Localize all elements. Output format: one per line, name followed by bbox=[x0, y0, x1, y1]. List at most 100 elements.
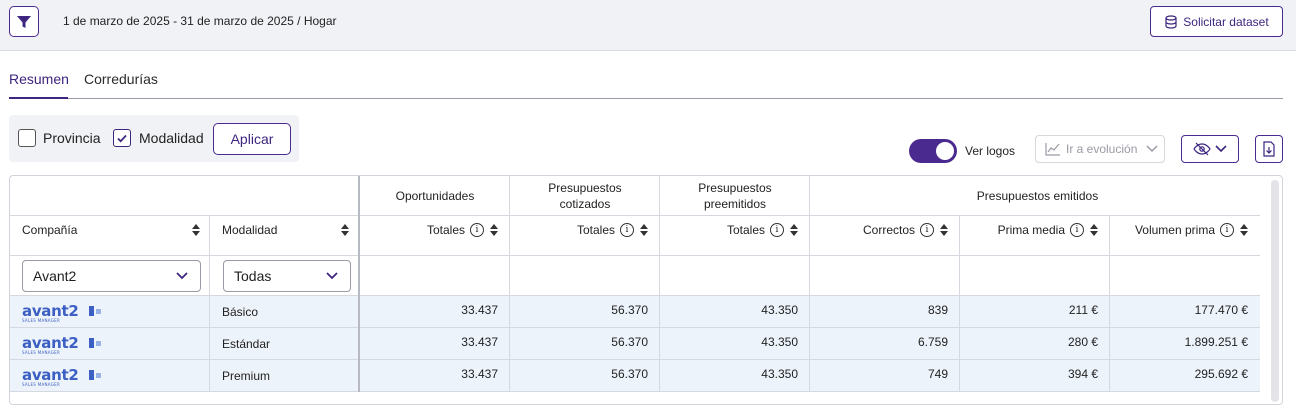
modalidad-label: Modalidad bbox=[139, 130, 204, 146]
modalidad-cell: Premium bbox=[222, 369, 271, 383]
file-download-icon bbox=[1263, 141, 1275, 157]
sort-icon[interactable] bbox=[192, 224, 200, 236]
table-row bbox=[10, 296, 1260, 328]
group-header-oportunidades: Oportunidades bbox=[395, 189, 475, 203]
correctos-cell: 6.759 bbox=[917, 335, 948, 349]
request-dataset-label: Solicitar dataset bbox=[1183, 14, 1269, 29]
company-logo: avant2 SALES MANAGER bbox=[22, 334, 101, 355]
column-label: Totales bbox=[576, 223, 615, 237]
group-header-cotizados: Presupuestos cotizados bbox=[510, 180, 660, 212]
go-to-evolution-button[interactable]: Ir a evolución bbox=[1035, 135, 1165, 163]
line-chart-icon bbox=[1045, 143, 1060, 156]
cotizados-cell: 56.370 bbox=[611, 367, 648, 381]
chevron-down-icon bbox=[326, 272, 338, 280]
column-header-modalidad[interactable]: Modalidad bbox=[222, 223, 349, 237]
column-label: Totales bbox=[726, 223, 765, 237]
column-label: Totales bbox=[426, 223, 465, 237]
compania-filter-select[interactable]: Avant2 bbox=[22, 260, 201, 292]
info-icon[interactable]: i bbox=[620, 223, 634, 237]
column-header-prima-media[interactable]: Prima media i bbox=[960, 223, 1098, 237]
filter-button[interactable] bbox=[9, 6, 39, 37]
info-icon[interactable]: i bbox=[1070, 223, 1084, 237]
chevron-down-icon bbox=[176, 272, 188, 280]
check-icon bbox=[117, 134, 127, 143]
divider bbox=[10, 255, 1260, 256]
eye-off-icon bbox=[1193, 142, 1211, 156]
vertical-scrollbar[interactable] bbox=[1271, 180, 1279, 402]
info-icon[interactable]: i bbox=[470, 223, 484, 237]
logo-wordmark: avant2 bbox=[22, 302, 79, 320]
tab-resumen[interactable]: Resumen bbox=[9, 71, 69, 99]
volumen-prima-cell: 1.899.251 € bbox=[1184, 335, 1248, 349]
correctos-cell: 839 bbox=[927, 303, 948, 317]
sort-icon[interactable] bbox=[341, 224, 349, 236]
logo-subtitle: SALES MANAGER bbox=[22, 318, 61, 323]
sort-icon[interactable] bbox=[1090, 224, 1098, 236]
info-icon[interactable]: i bbox=[1220, 223, 1234, 237]
apply-button[interactable]: Aplicar bbox=[213, 123, 291, 155]
column-header-totales-oportunidades[interactable]: Totales i bbox=[360, 223, 498, 237]
column-header-compania[interactable]: Compañía bbox=[22, 223, 200, 237]
table-row bbox=[10, 328, 1260, 360]
info-icon[interactable]: i bbox=[920, 223, 934, 237]
column-visibility-button[interactable] bbox=[1181, 135, 1239, 163]
column-header-correctos[interactable]: Correctos i bbox=[810, 223, 948, 237]
logo-mark bbox=[89, 338, 101, 348]
logo-mark bbox=[89, 370, 101, 380]
column-header-volumen-prima[interactable]: Volumen prima i bbox=[1110, 223, 1248, 237]
oportunidades-cell: 33.437 bbox=[461, 303, 498, 317]
group-header-line: Presupuestos bbox=[698, 181, 772, 195]
show-logos-label: Ver logos bbox=[965, 144, 1016, 158]
divider bbox=[358, 176, 360, 392]
column-header-totales-cotizados[interactable]: Totales i bbox=[510, 223, 648, 237]
column-label: Correctos bbox=[862, 223, 915, 237]
period-label: 1 de marzo de 2025 - 31 de marzo de 2025… bbox=[63, 14, 337, 28]
column-label: Compañía bbox=[22, 223, 78, 237]
sort-icon[interactable] bbox=[490, 224, 498, 236]
compania-filter-value: Avant2 bbox=[33, 268, 77, 284]
prima-media-cell: 211 € bbox=[1068, 303, 1098, 317]
go-to-evolution-label: Ir a evolución bbox=[1066, 142, 1138, 156]
logo-wordmark: avant2 bbox=[22, 334, 79, 352]
sort-icon[interactable] bbox=[1240, 224, 1248, 236]
divider bbox=[509, 176, 510, 392]
divider bbox=[10, 215, 360, 216]
oportunidades-cell: 33.437 bbox=[461, 335, 498, 349]
divider bbox=[959, 216, 960, 392]
chevron-down-icon bbox=[1215, 145, 1227, 153]
company-logo: avant2 SALES MANAGER bbox=[22, 366, 101, 387]
toggle-knob bbox=[936, 142, 954, 160]
tab-bar: Resumen Corredurías bbox=[9, 71, 1283, 99]
column-label: Prima media bbox=[997, 223, 1065, 237]
divider bbox=[360, 215, 1260, 216]
divider bbox=[10, 327, 1260, 328]
correctos-cell: 749 bbox=[927, 367, 948, 381]
modalidad-checkbox[interactable] bbox=[113, 129, 131, 147]
preemitidos-cell: 43.350 bbox=[761, 303, 798, 317]
divider bbox=[10, 359, 1260, 360]
info-icon[interactable]: i bbox=[770, 223, 784, 237]
logo-subtitle: SALES MANAGER bbox=[22, 350, 61, 355]
download-button[interactable] bbox=[1255, 135, 1283, 163]
sort-icon[interactable] bbox=[640, 224, 648, 236]
show-logos-toggle[interactable] bbox=[909, 139, 957, 163]
sort-icon[interactable] bbox=[790, 224, 798, 236]
sort-icon[interactable] bbox=[940, 224, 948, 236]
divider bbox=[659, 176, 660, 392]
group-header-line: Presupuestos bbox=[548, 181, 622, 195]
oportunidades-cell: 33.437 bbox=[461, 367, 498, 381]
prima-media-cell: 394 € bbox=[1067, 367, 1098, 381]
column-header-totales-preemitidos[interactable]: Totales i bbox=[660, 223, 798, 237]
provincia-checkbox[interactable] bbox=[18, 129, 36, 147]
logo-subtitle: SALES MANAGER bbox=[22, 382, 61, 387]
tab-corredurias[interactable]: Corredurías bbox=[84, 71, 158, 87]
database-icon bbox=[1165, 14, 1177, 29]
modalidad-filter-value: Todas bbox=[234, 268, 272, 284]
column-label: Modalidad bbox=[222, 223, 278, 237]
logo-mark bbox=[89, 306, 101, 316]
divider bbox=[809, 176, 810, 392]
group-header-line: cotizados bbox=[559, 197, 611, 211]
preemitidos-cell: 43.350 bbox=[761, 367, 798, 381]
modalidad-filter-select[interactable]: Todas bbox=[223, 260, 351, 292]
request-dataset-button[interactable]: Solicitar dataset bbox=[1150, 6, 1283, 37]
